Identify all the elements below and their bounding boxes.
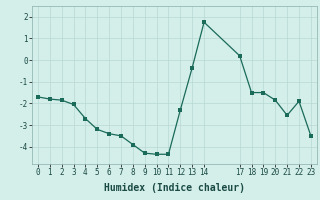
X-axis label: Humidex (Indice chaleur): Humidex (Indice chaleur) [104,183,245,193]
